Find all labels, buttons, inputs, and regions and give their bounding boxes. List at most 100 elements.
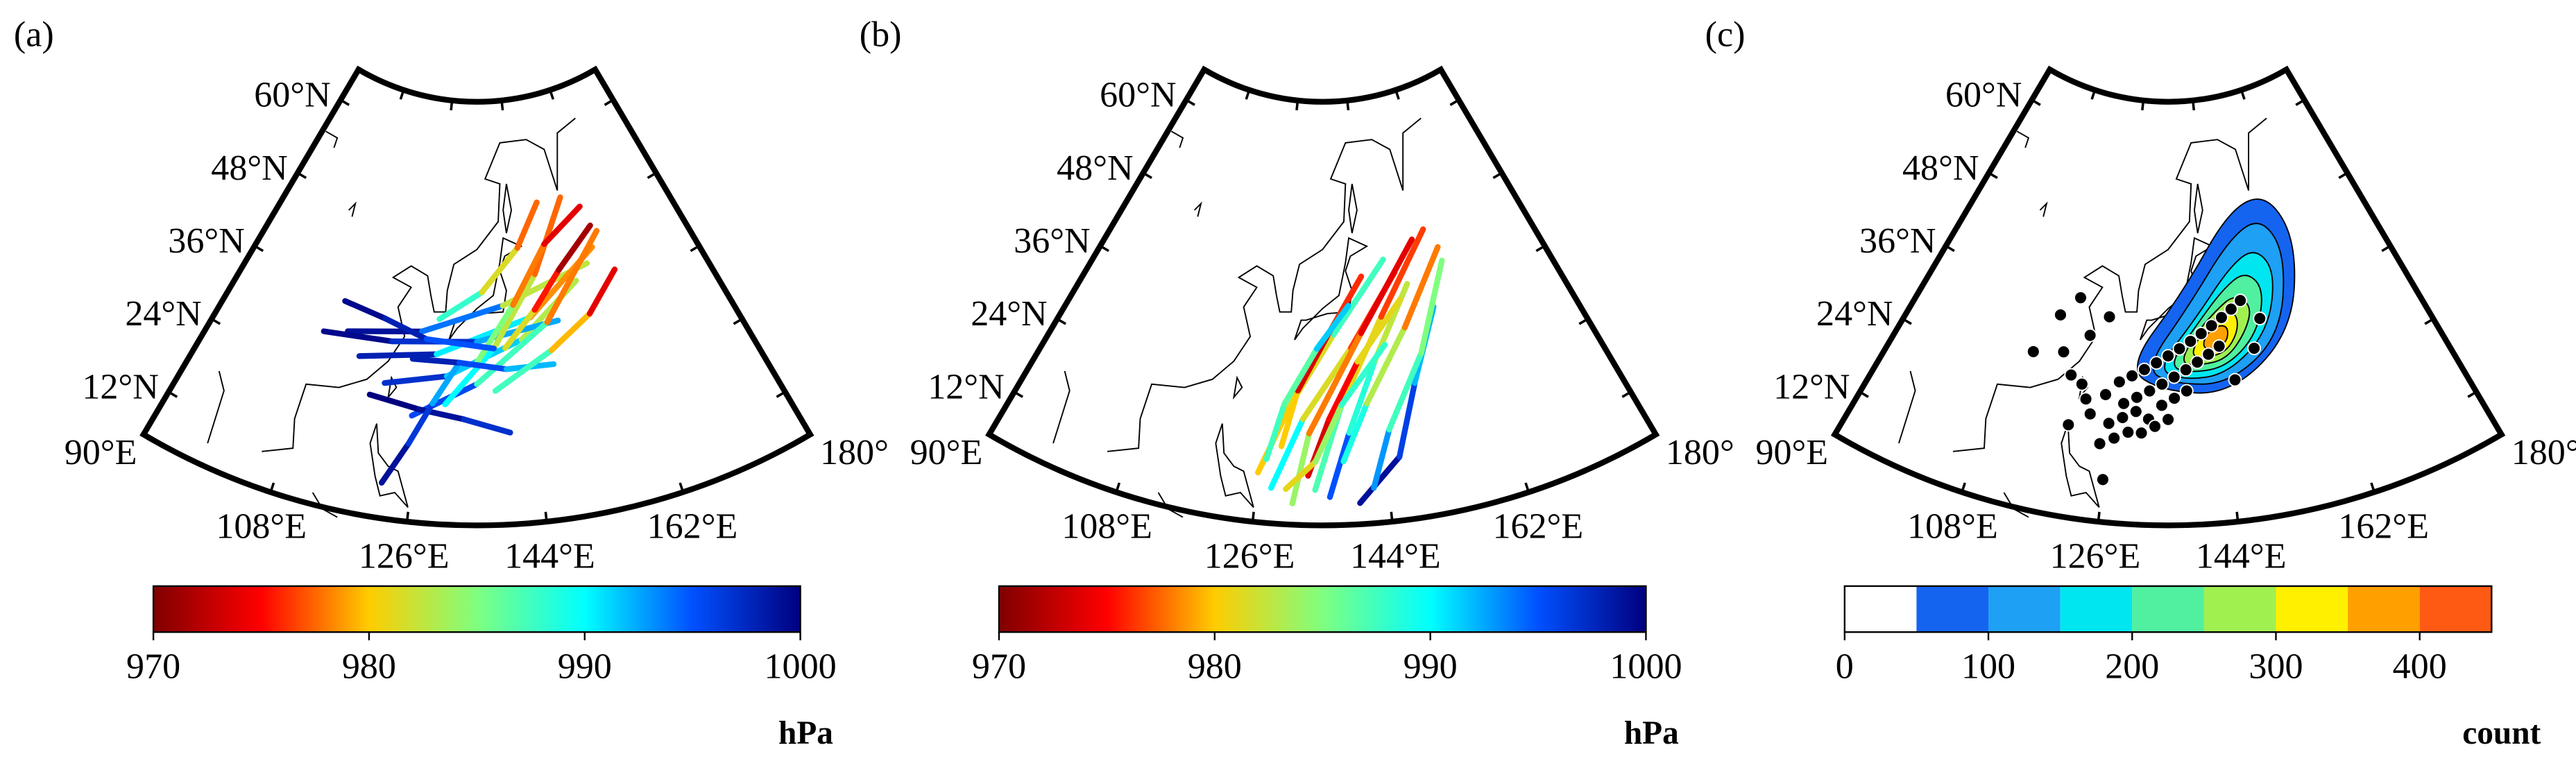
genesis-point bbox=[2137, 362, 2151, 377]
track-segment bbox=[1268, 416, 1306, 491]
panel: (a) 12°N 24°N 36°N 48°N 60°N 90°E 108°E 126°E 144… bbox=[14, 15, 889, 751]
lon-label: 108°E bbox=[216, 507, 307, 547]
lon-tick bbox=[142, 425, 150, 436]
lat-tick bbox=[2381, 244, 2391, 253]
panel-label: (b) bbox=[860, 15, 902, 54]
colorbar-tick-label: 980 bbox=[1188, 647, 1242, 686]
lat-tick bbox=[297, 171, 307, 180]
track-segment bbox=[436, 289, 485, 323]
colorbar-unit: count bbox=[2462, 715, 2541, 751]
track-segment bbox=[434, 314, 534, 357]
track-segment bbox=[1401, 243, 1441, 331]
lon-tick bbox=[352, 69, 360, 79]
track-segment bbox=[531, 194, 563, 277]
lon-tick bbox=[544, 511, 548, 522]
colorbar-frame bbox=[1843, 585, 2493, 633]
lon-label: 90°E bbox=[910, 433, 983, 472]
lat-label: 48°N bbox=[1902, 148, 1979, 188]
track-segment bbox=[461, 416, 513, 436]
lon-label: 108°E bbox=[1907, 507, 1998, 547]
track-segment bbox=[1327, 430, 1352, 500]
track-segment bbox=[474, 302, 516, 366]
colorbar-tick-label: 990 bbox=[1404, 647, 1458, 686]
colorbar-tick-label: 970 bbox=[972, 647, 1026, 686]
genesis-point bbox=[2107, 431, 2122, 445]
genesis-point bbox=[2224, 302, 2238, 316]
colorbar-bin bbox=[2276, 585, 2348, 633]
lat-tick bbox=[211, 318, 221, 325]
lon-label: 180° bbox=[2511, 433, 2576, 472]
lat-tick bbox=[2424, 318, 2434, 325]
track-segment bbox=[541, 203, 583, 247]
track-segment bbox=[405, 400, 436, 447]
track-segment bbox=[1378, 226, 1426, 320]
genesis-point bbox=[2054, 308, 2067, 322]
lat-tick bbox=[604, 99, 614, 106]
genesis-point bbox=[2247, 341, 2262, 356]
lon-tick bbox=[500, 100, 504, 111]
colorbar-tick-label: 1000 bbox=[1610, 647, 1682, 686]
track-segment bbox=[1418, 257, 1445, 357]
colorbar-bin bbox=[1916, 585, 1989, 633]
track-segment bbox=[1299, 345, 1354, 422]
lon-tick bbox=[804, 425, 812, 436]
lon-tick bbox=[2235, 511, 2240, 522]
genesis-point bbox=[2083, 407, 2097, 421]
lon-tick bbox=[2192, 100, 2196, 111]
lon-tick bbox=[269, 482, 275, 493]
lat-label: 24°N bbox=[125, 294, 201, 334]
genesis-point bbox=[2121, 425, 2135, 439]
genesis-point bbox=[2096, 472, 2110, 487]
genesis-point bbox=[2149, 356, 2164, 370]
lat-tick bbox=[1535, 244, 1546, 253]
lat-tick bbox=[690, 244, 700, 253]
lon-tick bbox=[2043, 69, 2052, 79]
panel: (c) 12°N 24°N 36°N 48°N 60°N 90°E 108°E 126°E 144… bbox=[1705, 15, 2576, 751]
lon-tick bbox=[2370, 482, 2376, 493]
genesis-point bbox=[2112, 375, 2126, 389]
map-area bbox=[1255, 226, 1445, 506]
lon-label: 162°E bbox=[1492, 507, 1583, 547]
lon-tick bbox=[1524, 482, 1530, 493]
genesis-point bbox=[2083, 328, 2097, 343]
track-segment bbox=[556, 222, 593, 273]
track-segment bbox=[1340, 400, 1370, 465]
lat-tick bbox=[1056, 318, 1066, 325]
genesis-point bbox=[2212, 339, 2226, 353]
lat-tick bbox=[776, 391, 786, 398]
lon-tick bbox=[450, 100, 454, 111]
lon-tick bbox=[679, 482, 685, 493]
lon-tick bbox=[1394, 89, 1400, 100]
genesis-point bbox=[2102, 309, 2117, 324]
colorbar-tick-label: 100 bbox=[1961, 647, 2015, 686]
track-segment bbox=[1326, 359, 1360, 422]
track-segment bbox=[1346, 357, 1379, 436]
lat-label: 12°N bbox=[1773, 367, 1850, 407]
lat-tick bbox=[2295, 99, 2305, 106]
track-segment bbox=[378, 440, 411, 486]
panel: (b) 12°N 24°N 36°N 48°N 60°N 90°E 108°E 126°E 144… bbox=[860, 15, 1734, 751]
genesis-point bbox=[2064, 368, 2079, 382]
genesis-point bbox=[2155, 377, 2169, 391]
lat-tick bbox=[1945, 244, 1955, 253]
colorbar-bin bbox=[2203, 585, 2276, 633]
genesis-point bbox=[2167, 370, 2181, 384]
lon-tick bbox=[2097, 511, 2101, 522]
lon-tick bbox=[2141, 100, 2145, 111]
track-segment bbox=[1354, 296, 1403, 365]
genesis-point bbox=[2134, 426, 2149, 440]
lon-label: 126°E bbox=[359, 536, 450, 576]
lon-label: 90°E bbox=[65, 433, 137, 472]
map-frame bbox=[139, 65, 814, 529]
track-segment bbox=[1371, 427, 1392, 491]
lon-label: 108°E bbox=[1061, 507, 1152, 547]
genesis-point bbox=[2178, 363, 2193, 377]
track-segment bbox=[442, 345, 497, 408]
track-segment bbox=[382, 315, 429, 343]
genesis-point bbox=[2099, 387, 2113, 402]
lon-tick bbox=[2495, 425, 2503, 436]
lat-tick bbox=[2031, 99, 2041, 106]
colorbar-bin bbox=[2132, 585, 2204, 633]
lon-tick bbox=[549, 89, 555, 100]
genesis-point bbox=[2117, 396, 2131, 411]
